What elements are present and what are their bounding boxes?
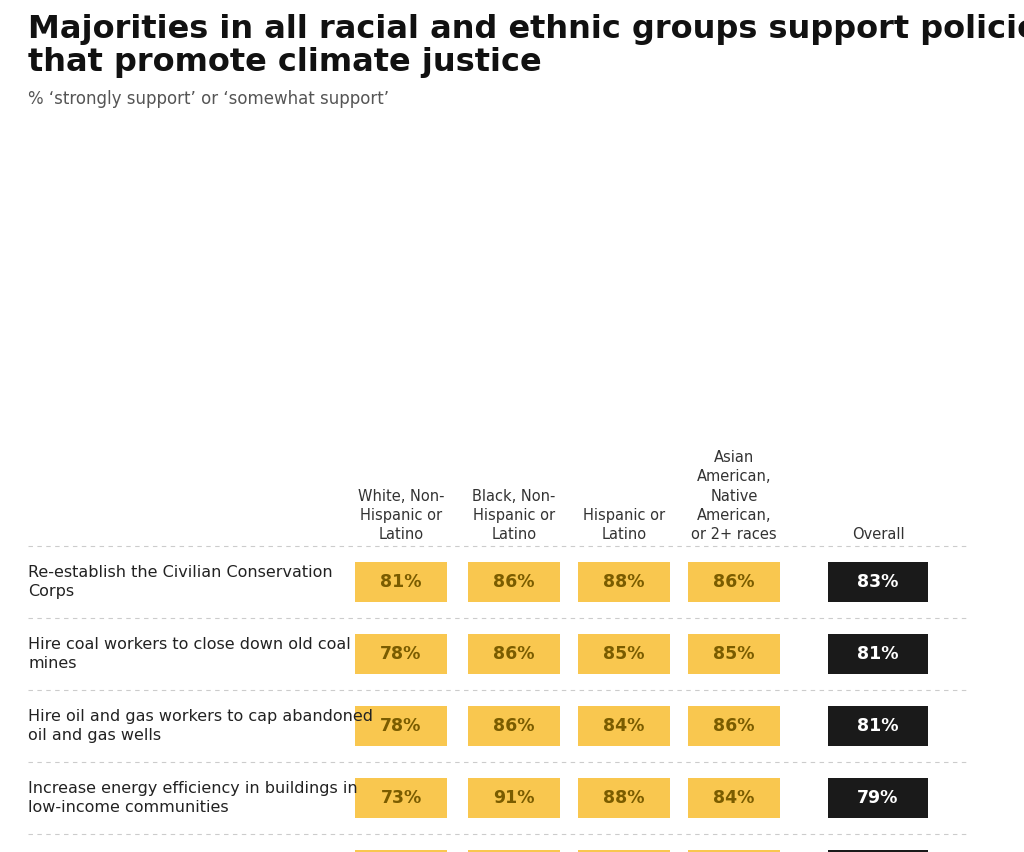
Bar <box>578 634 670 674</box>
Text: 78%: 78% <box>380 717 422 735</box>
Bar <box>688 778 780 818</box>
Text: 91%: 91% <box>494 789 535 807</box>
Bar <box>468 562 560 602</box>
Text: Black, Non-
Hispanic or
Latino: Black, Non- Hispanic or Latino <box>472 488 556 542</box>
Text: 88%: 88% <box>603 789 645 807</box>
Bar <box>355 850 447 852</box>
Bar <box>828 706 928 746</box>
Text: 79%: 79% <box>857 789 899 807</box>
Text: Asian
American,
Native
American,
or 2+ races: Asian American, Native American, or 2+ r… <box>691 450 777 542</box>
Text: 81%: 81% <box>857 645 899 663</box>
Text: 88%: 88% <box>603 573 645 591</box>
Text: Hispanic or
Latino: Hispanic or Latino <box>583 508 665 542</box>
Bar <box>828 778 928 818</box>
Bar <box>468 634 560 674</box>
Bar <box>688 634 780 674</box>
Bar <box>355 562 447 602</box>
Bar <box>578 706 670 746</box>
Bar <box>468 850 560 852</box>
Bar <box>688 706 780 746</box>
Text: 78%: 78% <box>380 645 422 663</box>
Text: 86%: 86% <box>714 573 755 591</box>
Text: Hire coal workers to close down old coal
mines: Hire coal workers to close down old coal… <box>28 636 351 671</box>
Text: 85%: 85% <box>714 645 755 663</box>
Text: Hire oil and gas workers to cap abandoned
oil and gas wells: Hire oil and gas workers to cap abandone… <box>28 709 373 744</box>
Text: 86%: 86% <box>494 573 535 591</box>
Bar <box>578 778 670 818</box>
Bar <box>688 562 780 602</box>
Text: Overall: Overall <box>852 527 904 542</box>
Bar <box>355 634 447 674</box>
Bar <box>828 562 928 602</box>
Text: 85%: 85% <box>603 645 645 663</box>
Text: that promote climate justice: that promote climate justice <box>28 47 542 78</box>
Text: Increase energy efficiency in buildings in
low-income communities: Increase energy efficiency in buildings … <box>28 780 357 815</box>
Text: 73%: 73% <box>380 789 422 807</box>
Text: Re-establish the Civilian Conservation
Corps: Re-establish the Civilian Conservation C… <box>28 565 333 600</box>
Bar <box>468 778 560 818</box>
Text: 86%: 86% <box>494 717 535 735</box>
Text: White, Non-
Hispanic or
Latino: White, Non- Hispanic or Latino <box>357 488 444 542</box>
Text: 86%: 86% <box>714 717 755 735</box>
Text: 81%: 81% <box>857 717 899 735</box>
Text: 84%: 84% <box>603 717 645 735</box>
Text: 81%: 81% <box>380 573 422 591</box>
Text: 86%: 86% <box>494 645 535 663</box>
Text: 83%: 83% <box>857 573 899 591</box>
Bar <box>468 706 560 746</box>
Bar <box>688 850 780 852</box>
Bar <box>355 778 447 818</box>
Text: 84%: 84% <box>714 789 755 807</box>
Text: % ‘strongly support’ or ‘somewhat support’: % ‘strongly support’ or ‘somewhat suppor… <box>28 90 389 108</box>
Bar <box>828 850 928 852</box>
Text: Majorities in all racial and ethnic groups support policies: Majorities in all racial and ethnic grou… <box>28 14 1024 45</box>
Bar <box>355 706 447 746</box>
Bar <box>828 634 928 674</box>
Bar <box>578 850 670 852</box>
Bar <box>578 562 670 602</box>
